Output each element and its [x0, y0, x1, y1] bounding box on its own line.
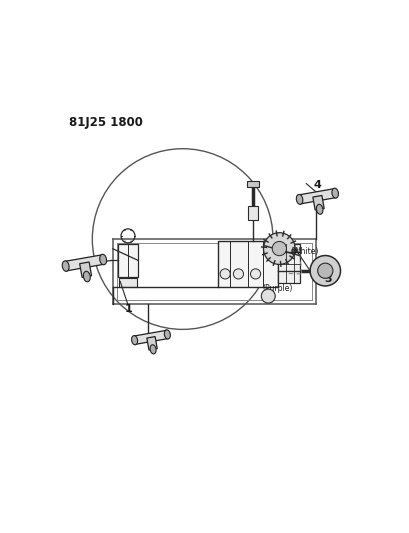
- Ellipse shape: [83, 271, 90, 282]
- Circle shape: [310, 255, 341, 286]
- Text: 81J25 1800: 81J25 1800: [69, 116, 142, 129]
- Circle shape: [250, 269, 261, 279]
- Polygon shape: [134, 330, 168, 344]
- Ellipse shape: [100, 254, 107, 265]
- Text: (Purple): (Purple): [262, 284, 292, 293]
- Text: 2: 2: [144, 335, 152, 345]
- Polygon shape: [80, 262, 92, 277]
- Circle shape: [220, 269, 230, 279]
- Ellipse shape: [164, 330, 171, 339]
- Ellipse shape: [317, 204, 323, 214]
- Ellipse shape: [296, 195, 303, 204]
- Text: (White): (White): [290, 247, 319, 256]
- Circle shape: [234, 269, 243, 279]
- Ellipse shape: [62, 261, 69, 271]
- Polygon shape: [65, 255, 104, 271]
- Polygon shape: [299, 189, 336, 204]
- Circle shape: [261, 289, 275, 303]
- Bar: [248, 206, 258, 220]
- Circle shape: [272, 241, 286, 256]
- Bar: [118, 244, 138, 277]
- Bar: [278, 244, 300, 284]
- Text: 2: 2: [82, 260, 90, 270]
- Polygon shape: [313, 196, 324, 210]
- Text: 4: 4: [313, 180, 321, 190]
- Polygon shape: [147, 336, 157, 350]
- Circle shape: [263, 233, 295, 264]
- Bar: [218, 240, 278, 287]
- Ellipse shape: [132, 336, 137, 345]
- Text: 3: 3: [325, 274, 332, 285]
- Text: 1: 1: [125, 304, 133, 314]
- Bar: [119, 278, 137, 287]
- Ellipse shape: [150, 345, 156, 354]
- Bar: [247, 181, 259, 187]
- Circle shape: [318, 263, 333, 278]
- Ellipse shape: [332, 188, 339, 198]
